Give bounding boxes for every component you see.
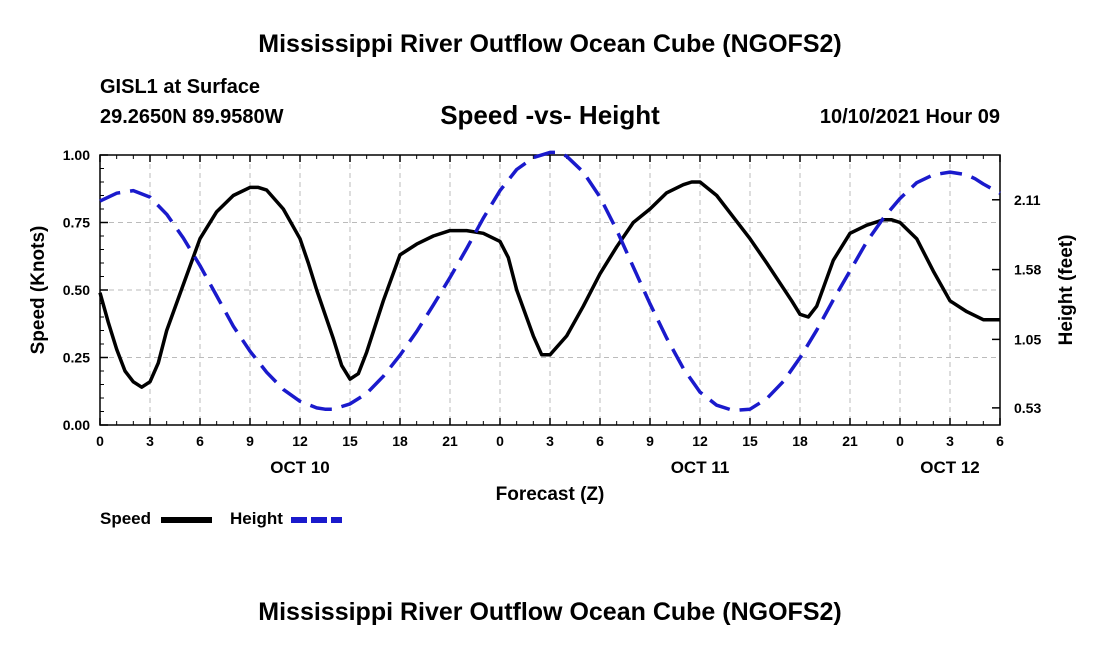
y2-tick-label: 2.11 [1014, 192, 1041, 208]
legend-speed-label: Speed [100, 509, 152, 528]
speed-series-line [98, 180, 1000, 389]
main-title: Mississippi River Outflow Ocean Cube (NG… [258, 30, 842, 58]
footer-title: Mississippi River Outflow Ocean Cube (NG… [258, 598, 842, 626]
station-coordinates: 29.2650N 89.9580W [100, 106, 284, 128]
y-tick-label: 0.50 [63, 282, 90, 298]
x-tick-label: 12 [292, 433, 308, 449]
x-tick-label: 15 [342, 433, 358, 449]
y2-tick-label: 0.53 [1014, 400, 1041, 416]
y2-axis-title: Height (feet) [1056, 235, 1077, 346]
station-name: GISL1 at Surface [100, 76, 261, 98]
height-series-line [99, 150, 1001, 413]
x-tick-label: 0 [496, 433, 504, 449]
legend-height-label: Height [230, 509, 283, 528]
x-tick-label: 3 [146, 433, 154, 449]
x-date-label: OCT 10 [270, 458, 330, 477]
x-date-label: OCT 11 [671, 458, 730, 477]
y-tick-label: 1.00 [63, 147, 90, 163]
y-axis-title: Speed (Knots) [28, 226, 49, 355]
forecast-datetime: 10/10/2021 Hour 09 [819, 106, 1000, 128]
y-tick-label: 0.00 [63, 417, 90, 433]
x-tick-label: 12 [692, 433, 708, 449]
x-axis-title: Forecast (Z) [496, 484, 605, 505]
x-date-label: OCT 12 [920, 458, 980, 477]
x-tick-label: 9 [246, 433, 254, 449]
y-tick-label: 0.25 [63, 350, 90, 366]
x-tick-label: 0 [896, 433, 904, 449]
x-tick-label: 0 [96, 433, 104, 449]
x-tick-label: 18 [392, 433, 408, 449]
x-tick-label: 6 [196, 433, 204, 449]
x-tick-label: 9 [646, 433, 654, 449]
x-tick-label: 21 [442, 433, 458, 449]
y-tick-label: 0.75 [63, 215, 90, 231]
x-tick-label: 3 [946, 433, 954, 449]
y2-tick-label: 1.58 [1014, 262, 1041, 278]
x-tick-label: 6 [996, 433, 1004, 449]
y2-tick-label: 1.05 [1014, 331, 1041, 347]
x-tick-label: 6 [596, 433, 604, 449]
x-tick-label: 3 [546, 433, 554, 449]
x-tick-label: 21 [842, 433, 858, 449]
chart-subtitle: Speed -vs- Height [440, 100, 660, 130]
x-tick-label: 15 [742, 433, 758, 449]
x-tick-label: 18 [792, 433, 808, 449]
